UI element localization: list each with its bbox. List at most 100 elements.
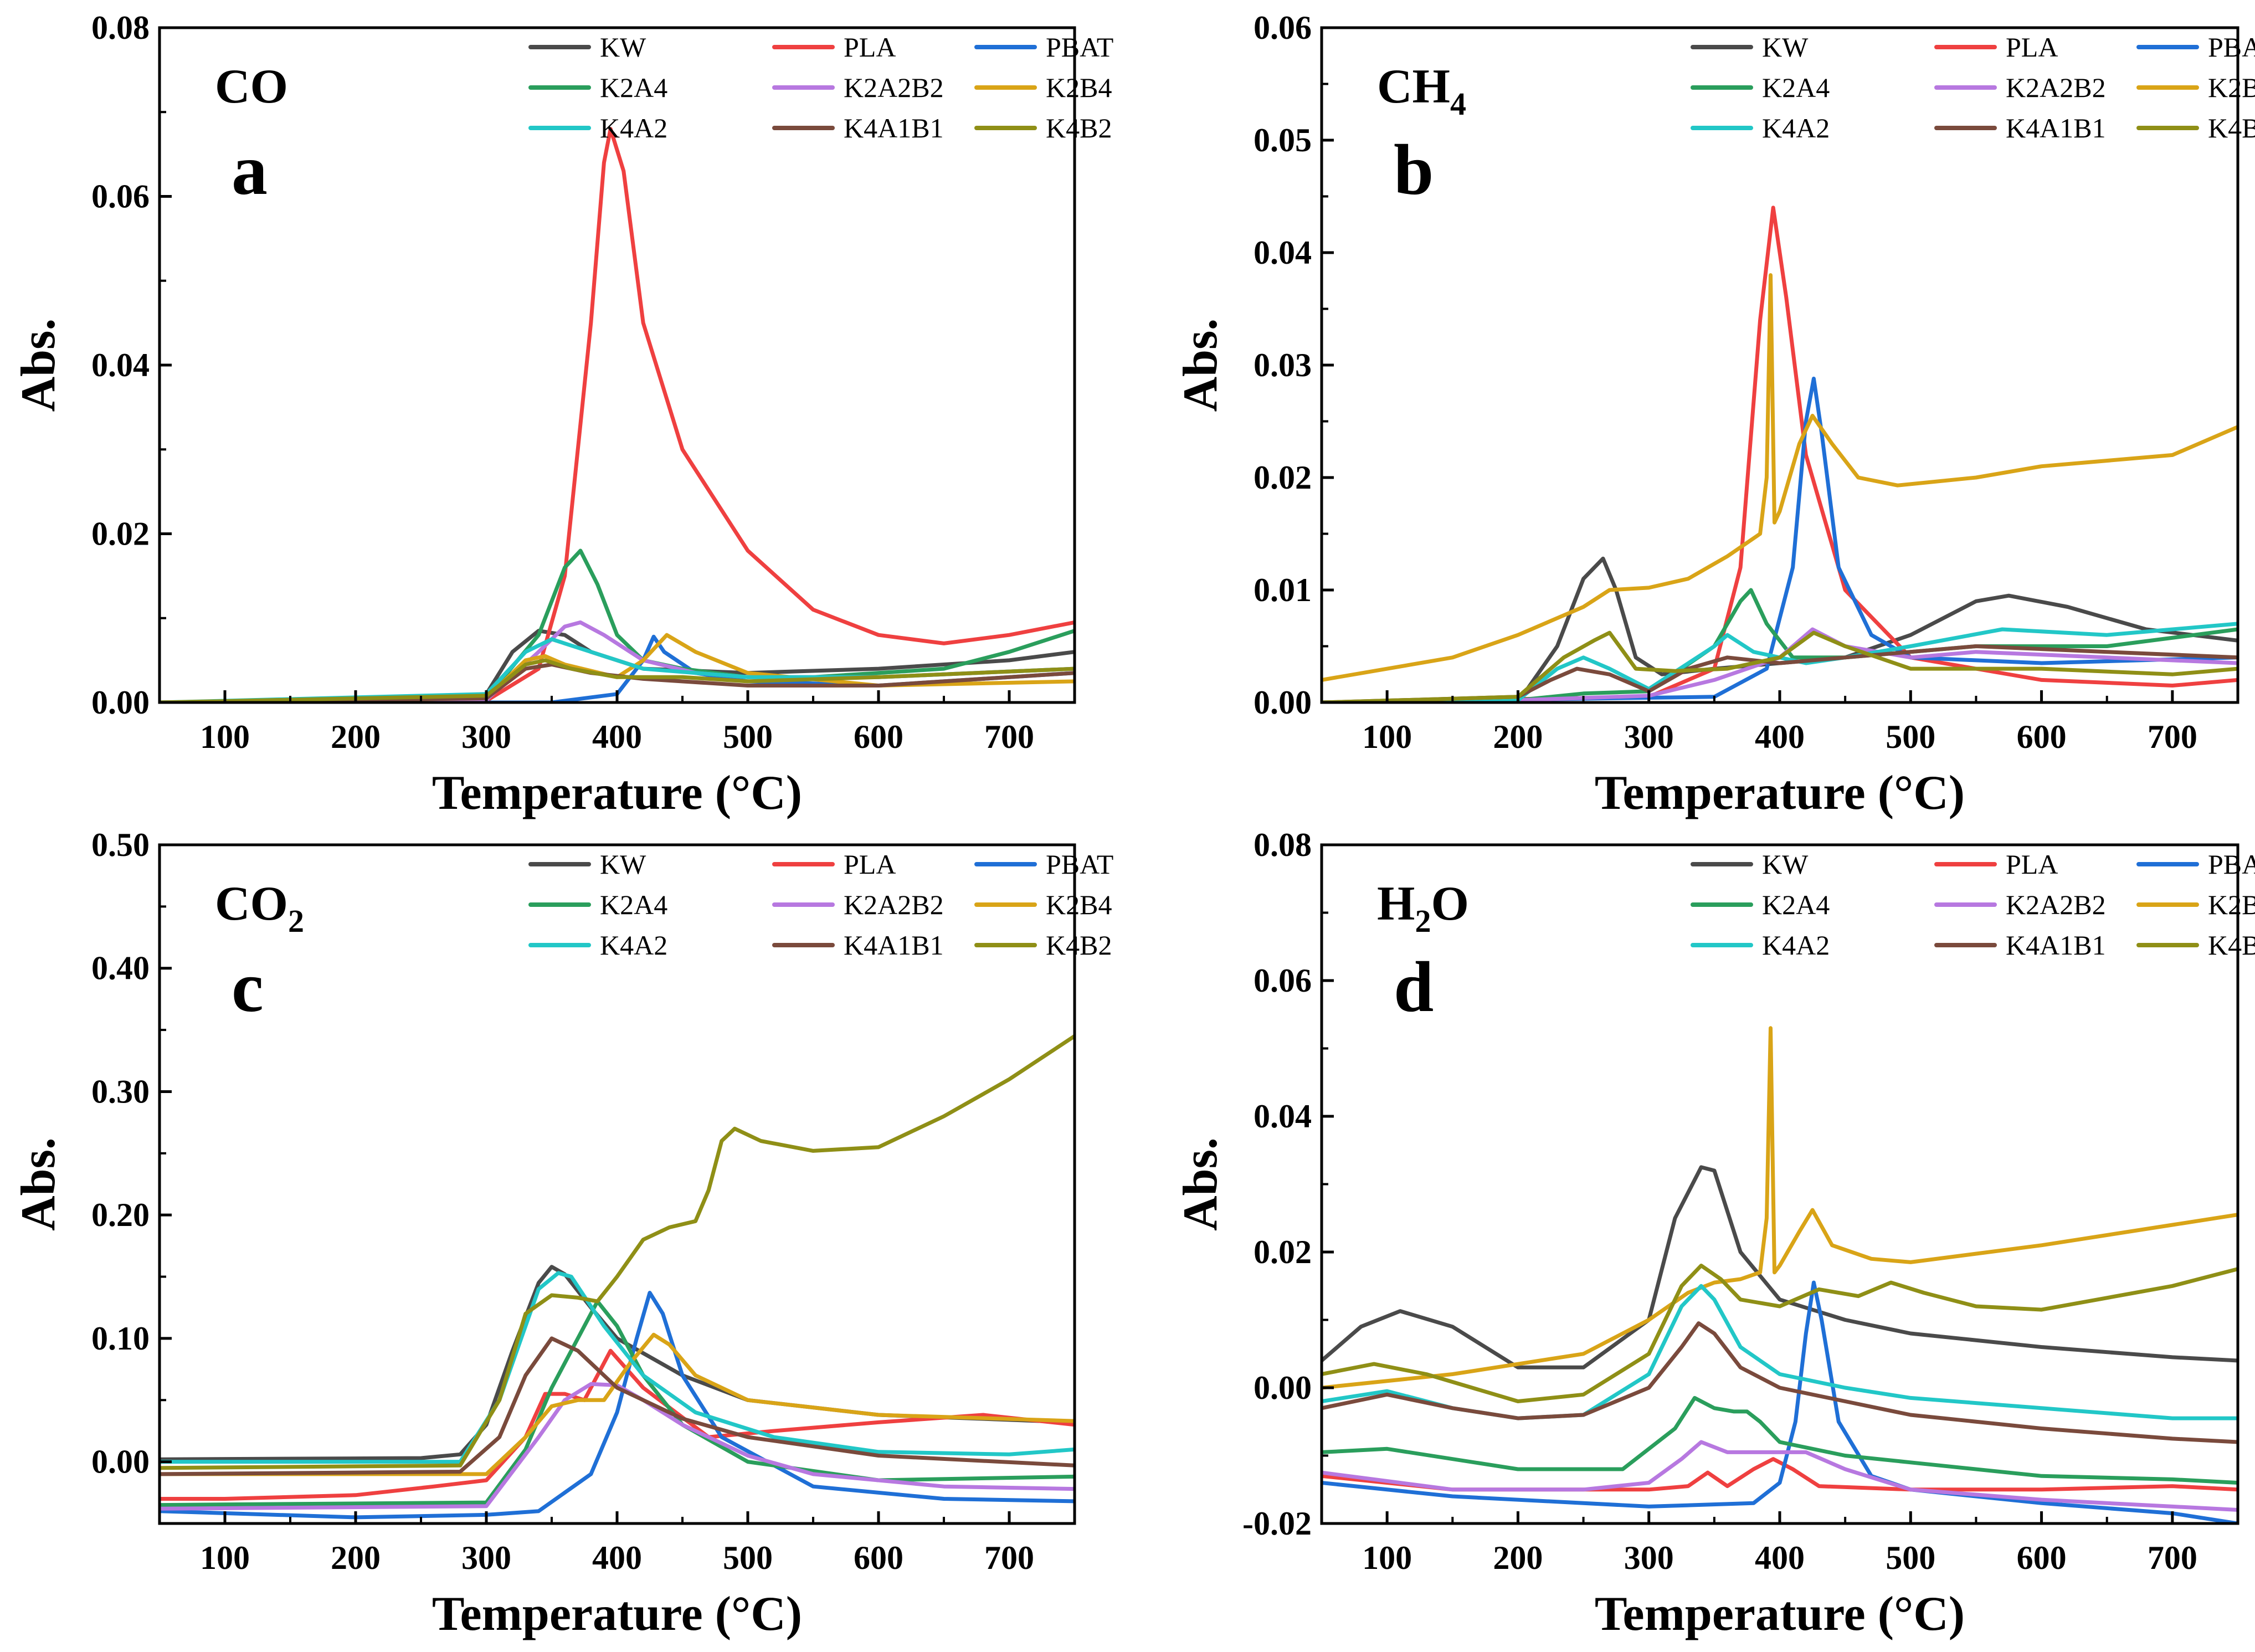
legend-entry-KW: KW [528,849,646,880]
series-group [1322,206,2238,702]
legend-entry-K4A1B1: K4A1B1 [1934,112,2106,143]
y-tick-label: 0.08 [91,9,150,46]
series-line-K4A1B1 [160,1336,1075,1476]
legend-entry-K2B4: K2B4 [974,72,1112,103]
legend-label: K2A2B2 [2006,889,2106,920]
legend-entry-K4A2: K4A2 [528,930,667,961]
series-line-KW [160,1265,1075,1461]
legend-entry-K2A2B2: K2A2B2 [772,72,944,103]
legend-label: K2A2B2 [844,72,944,103]
legend-label: K2A4 [1762,889,1830,920]
legend-entry-PBAT: PBAT [974,32,1113,63]
y-tick-label: 0.05 [1254,122,1312,158]
series-line-PLA [1322,1457,2238,1492]
gas-label: CO [215,60,288,114]
legend-label: K4A2 [600,930,667,961]
x-tick-label: 400 [1755,719,1805,755]
legend-entry-KW: KW [528,32,646,63]
y-tick-label: 0.00 [91,684,150,721]
series-line-K2A2B2 [160,1382,1075,1511]
series-line-K4B2 [160,658,1075,702]
x-axis-title: Temperature (°C) [1595,1587,1965,1641]
legend-label: PBAT [1046,32,1113,63]
y-tick-label: 0.20 [91,1197,150,1233]
series-line-PBAT [160,1291,1075,1520]
y-axis-title: Abs. [12,1137,65,1231]
legend-label: PBAT [1046,849,1113,880]
series-line-K2A4 [1322,1396,2238,1485]
series-line-K2A2B2 [1322,627,2238,702]
x-tick-label: 600 [2017,1540,2067,1576]
legend-label: K2A2B2 [844,889,944,920]
legend-label: K2A4 [1762,72,1830,103]
series-line-K4B2 [1322,630,2238,702]
y-tick-label: 0.00 [91,1444,150,1480]
x-tick-label: 300 [461,1540,511,1576]
legend-entry-K4B2: K4B2 [974,112,1112,143]
series-group [1322,1026,2238,1523]
series-line-PBAT [1322,1280,2238,1523]
x-tick-label: 300 [461,719,511,755]
x-tick-label: 100 [1362,1540,1412,1576]
legend-label: KW [600,32,646,63]
gas-label: CO2 [215,877,304,939]
legend-label: K4B2 [2208,930,2255,961]
x-tick-label: 600 [854,719,903,755]
legend-label: K4A1B1 [844,930,944,961]
x-tick-label: 600 [2017,719,2067,755]
legend-entry-K2B4: K2B4 [2136,889,2255,920]
legend-label: K2B4 [1046,72,1112,103]
y-tick-label: 0.04 [91,347,150,383]
panel-letter: a [232,130,268,210]
legend-entry-K4A2: K4A2 [1691,930,1830,961]
legend-label: K2B4 [2208,72,2255,103]
series-line-K2A2B2 [1322,1440,2238,1512]
legend-entry-K4B2: K4B2 [974,930,1112,961]
y-tick-label: 0.01 [1254,572,1312,608]
y-axis-title: Abs. [1174,319,1227,412]
x-tick-label: 200 [1493,1540,1543,1576]
series-line-K2B4 [160,1332,1075,1476]
legend-label: K4A2 [1762,112,1830,143]
series-line-K4A1B1 [1322,644,2238,702]
legend-entry-KW: KW [1691,32,1809,63]
legend-entry-PBAT: PBAT [2136,849,2255,880]
y-tick-label: 0.06 [1254,9,1312,46]
legend-entry-K4A2: K4A2 [528,112,667,143]
legend-entry-PBAT: PBAT [974,849,1113,880]
legend-label: KW [1762,32,1809,63]
x-tick-label: 100 [1362,719,1412,755]
legend-label: PLA [844,849,896,880]
legend-label: PBAT [2208,32,2255,63]
panel-letter: c [232,947,264,1027]
legend-label: K4B2 [1046,112,1112,143]
series-line-K2B4 [160,633,1075,702]
x-tick-label: 400 [592,1540,642,1576]
series-line-PLA [160,127,1075,702]
legend-entry-K4A1B1: K4A1B1 [772,930,944,961]
legend-entry-PLA: PLA [772,849,896,880]
x-tick-label: 400 [1755,1540,1805,1576]
legend-entry-K2A4: K2A4 [1691,72,1830,103]
x-tick-label: 500 [723,1540,773,1576]
x-tick-label: 500 [1886,1540,1935,1576]
series-line-K4B2 [160,1034,1075,1470]
x-tick-label: 400 [592,719,642,755]
x-tick-label: 600 [854,1540,903,1576]
y-tick-label: 0.03 [1254,347,1312,383]
legend-label: PLA [2006,32,2058,63]
legend-entry-KW: KW [1691,849,1809,880]
gas-label: CH4 [1377,60,1466,122]
legend-label: K4A1B1 [2006,112,2106,143]
series-line-KW [1322,1165,2238,1369]
legend-entry-K4B2: K4B2 [2136,112,2255,143]
legend-entry-K2B4: K2B4 [974,889,1112,920]
legend-entry-K2A4: K2A4 [528,72,667,103]
x-tick-label: 700 [984,719,1034,755]
legend-entry-K2A2B2: K2A2B2 [1934,72,2106,103]
x-tick-label: 300 [1624,1540,1674,1576]
y-tick-label: 0.06 [91,178,150,215]
panel-b: 100 200 300 400 500 600 700 0.00 0.01 0.02 0.03 0.0… [1174,9,2255,820]
y-tick-label: 0.04 [1254,234,1312,271]
legend-label: K2B4 [1046,889,1112,920]
